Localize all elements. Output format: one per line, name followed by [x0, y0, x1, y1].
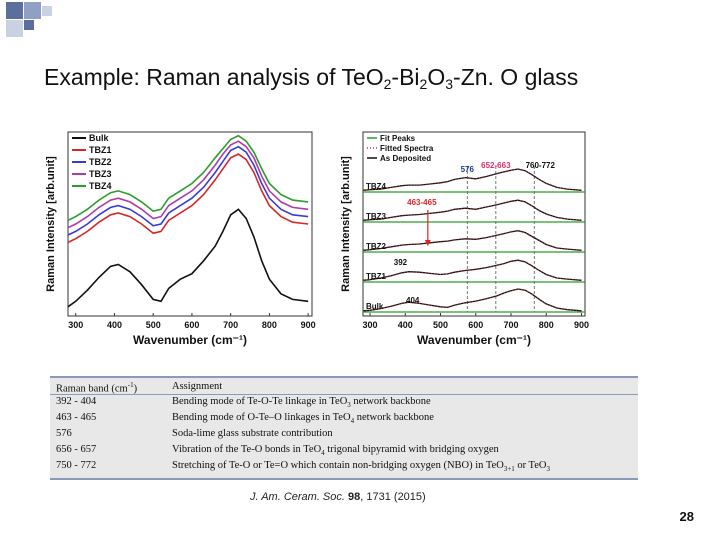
series-line-tbz4	[67, 134, 309, 222]
peak-label-760-772: 760-772	[526, 161, 556, 170]
table-cell-band: 463 - 465	[56, 412, 97, 423]
legend-label: TBZ3	[89, 169, 112, 179]
table-cell-assignment: Bending mode of Te-O-Te linkage in TeO3 …	[172, 396, 431, 410]
fitted-raman-chart: TBZ4 TBZ3 TBZ2 TBZ1 Bulk 576 652-663 760-772 463…	[335, 128, 603, 360]
legend-label: As Deposited	[380, 154, 431, 163]
x-tick-label: 500	[146, 320, 161, 330]
x-tick-label: 900	[301, 320, 316, 330]
table-cell-assignment: Stretching of Te-O or Te=O which contain…	[172, 460, 550, 474]
sample-label: TBZ3	[366, 212, 387, 221]
x-tick-label: 400	[107, 320, 122, 330]
x-tick-label: 300	[363, 320, 378, 330]
y-axis-label: Raman Intensity [arb.unit]	[45, 156, 57, 292]
series-line-tbz1	[67, 153, 309, 244]
raman-spectra-chart: 300 400 500 600 700 800 900 Wavenumber (cm⁻¹) Ra…	[40, 128, 320, 360]
sample-label: TBZ4	[366, 182, 387, 191]
x-tick-label: 800	[539, 320, 554, 330]
x-tick-label: 800	[262, 320, 277, 330]
legend-label: Fitted Spectra	[380, 144, 434, 153]
plot-frame	[67, 131, 313, 317]
x-tick-label: 500	[433, 320, 448, 330]
x-tick-label: 900	[574, 320, 589, 330]
peak-label-463-465: 463-465	[407, 198, 437, 207]
fitted-tbz2	[362, 230, 582, 251]
decorative-square	[6, 20, 23, 37]
table-cell-assignment: Bending mode of O-Te–O linkages in TeO4 …	[172, 412, 434, 426]
peak-label-404: 404	[406, 296, 420, 305]
y-axis-label: Raman Intensity [arb.unit]	[340, 156, 352, 292]
legend-label: Fit Peaks	[380, 134, 416, 143]
plot-frame	[362, 131, 586, 317]
decorative-square	[24, 20, 34, 30]
table-cell-band: 576	[56, 428, 72, 439]
table-cell-band: 392 - 404	[56, 396, 97, 407]
table-cell-band: 750 - 772	[56, 460, 97, 471]
table-header-assignment: Assignment	[172, 381, 223, 392]
x-tick-label: 700	[223, 320, 238, 330]
peak-label-576: 576	[461, 165, 475, 174]
series-line-bulk	[67, 208, 309, 308]
raman-spectra-svg: 300 400 500 600 700 800 900 Wavenumber (cm⁻¹) Ra…	[45, 131, 316, 347]
sample-label: Bulk	[366, 302, 384, 311]
table-cell-assignment: Soda-lime glass substrate contribution	[172, 428, 333, 439]
raman-band-table: Raman band (cm-1) Assignment 392 - 404 B…	[50, 376, 638, 480]
table-header-band: Raman band (cm-1)	[56, 381, 138, 395]
fitted-bulk	[362, 288, 582, 312]
peak-label-652-663: 652-663	[481, 161, 511, 170]
decorative-square	[6, 2, 23, 19]
page-number: 28	[679, 509, 694, 524]
x-axis-label: Wavenumber (cm⁻¹)	[417, 333, 531, 347]
fitted-tbz4	[362, 168, 582, 191]
series-line-tbz3	[67, 140, 309, 229]
x-tick-label: 600	[468, 320, 483, 330]
fitted-tbz3	[362, 199, 582, 221]
table-cell-assignment: Vibration of the Te-O bonds in TeO4 trig…	[172, 444, 499, 458]
legend-label: TBZ2	[89, 157, 112, 167]
table-divider	[50, 394, 638, 395]
fitted-tbz1	[362, 259, 582, 281]
peak-label-392: 392	[394, 258, 408, 267]
sample-label: TBZ2	[366, 242, 387, 251]
series-line-tbz2	[67, 145, 309, 236]
citation: J. Am. Ceram. Soc. 98, 1731 (2015)	[250, 491, 426, 503]
legend-label: Bulk	[89, 133, 109, 143]
x-tick-label: 600	[184, 320, 199, 330]
legend-label: TBZ1	[89, 145, 112, 155]
x-tick-label: 400	[398, 320, 413, 330]
x-axis-label: Wavenumber (cm⁻¹)	[133, 333, 247, 347]
fitted-raman-svg: TBZ4 TBZ3 TBZ2 TBZ1 Bulk 576 652-663 760-772 463…	[340, 131, 589, 347]
decorative-square	[42, 6, 52, 16]
x-tick-label: 300	[68, 320, 83, 330]
sample-label: TBZ1	[366, 272, 387, 281]
arrow-head-463	[424, 240, 431, 246]
table-cell-band: 656 - 657	[56, 444, 97, 455]
slide-title: Example: Raman analysis of TeO2-Bi2O3-Zn…	[44, 64, 579, 92]
legend-label: TBZ4	[89, 181, 112, 191]
x-tick-label: 700	[503, 320, 518, 330]
decorative-square	[24, 2, 41, 19]
